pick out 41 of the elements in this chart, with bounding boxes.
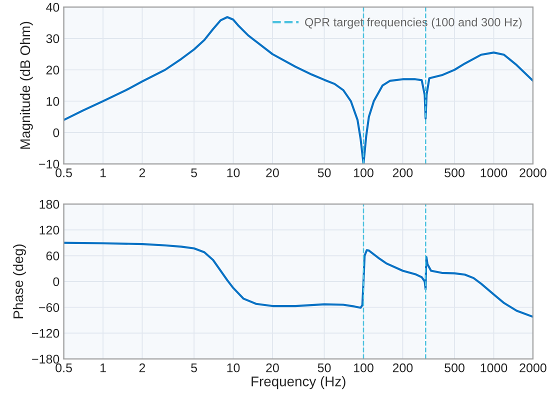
- y-tick-label: 60: [46, 252, 60, 260]
- x-tick-label: 50: [318, 363, 331, 372]
- x-tick-label: 0.5: [56, 363, 72, 372]
- y-tick-label: 0: [53, 128, 60, 138]
- x-tick-label: 5: [191, 168, 197, 178]
- x-tick-label: 2000: [520, 363, 546, 372]
- x-tick-label: 100: [354, 168, 374, 178]
- x-tick-label: 10: [227, 168, 240, 178]
- y-tick-label: 40: [46, 2, 60, 12]
- y-tick-label: −10: [39, 160, 60, 169]
- x-tick-label: 1000: [480, 168, 508, 178]
- x-tick-label: 200: [392, 363, 413, 372]
- x-tick-label: 1: [100, 168, 106, 178]
- y-axis-title: Magnitude (dB Ohm): [20, 22, 33, 149]
- y-tick-label: 20: [46, 66, 60, 74]
- x-tick-label: 2: [139, 363, 146, 372]
- ref-line-label: QPR target frequencies (100 and 300 Hz): [305, 18, 522, 29]
- x-tick-label: 100: [354, 363, 374, 372]
- x-axis-title: Frequency (Hz): [252, 376, 346, 390]
- x-tick-label: 0.5: [56, 168, 72, 178]
- x-tick-label: 500: [444, 363, 464, 372]
- x-tick-label: 2: [139, 168, 146, 178]
- y-tick-label: 30: [46, 34, 60, 44]
- x-tick-label: 1: [100, 364, 106, 372]
- x-tick-label: 10: [227, 363, 240, 372]
- x-tick-label: 2000: [520, 168, 546, 178]
- x-tick-label: 5: [191, 364, 197, 372]
- x-tick-label: 500: [444, 168, 464, 178]
- y-axis-title: Phase (deg): [12, 244, 26, 318]
- y-tick-label: −180: [32, 354, 60, 364]
- y-tick-label: 180: [40, 200, 60, 209]
- y-tick-label: 10: [46, 96, 60, 106]
- x-tick-label: 20: [266, 168, 279, 178]
- y-tick-label: 120: [40, 226, 60, 235]
- x-tick-label: 20: [266, 363, 279, 372]
- x-tick-label: 1000: [480, 363, 508, 372]
- y-tick-label: 0: [53, 277, 60, 286]
- y-tick-label: −60: [39, 303, 60, 312]
- y-tick-label: −120: [32, 328, 60, 338]
- x-tick-label: 50: [318, 168, 331, 178]
- x-tick-label: 200: [392, 168, 413, 178]
